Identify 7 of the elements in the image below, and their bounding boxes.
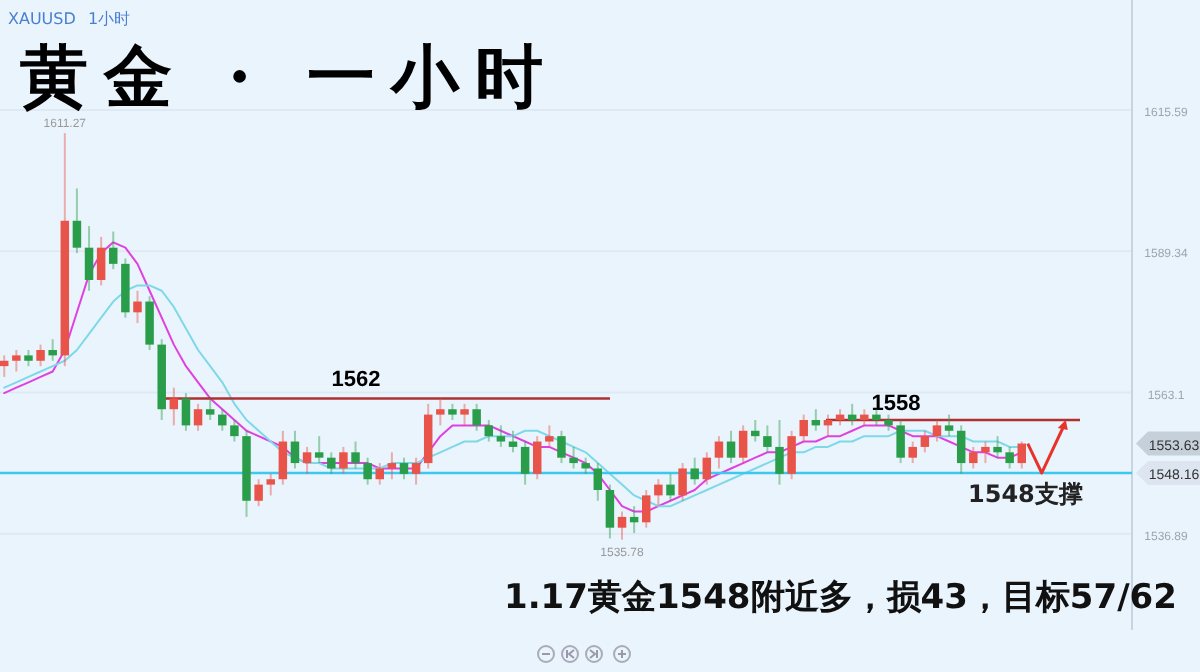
annotation: 1小时 xyxy=(88,10,131,28)
annotation: 1548支撑 xyxy=(968,480,1083,508)
annotation: 1.17黄金1548附近多，损43，目标57/62 xyxy=(504,578,1177,618)
annotation: XAUUSD xyxy=(8,10,76,28)
text: 黄金 · 一小时 xyxy=(20,38,560,118)
ref-line-label: 1562 xyxy=(331,368,381,393)
ref-line-label: 1558 xyxy=(871,392,921,416)
